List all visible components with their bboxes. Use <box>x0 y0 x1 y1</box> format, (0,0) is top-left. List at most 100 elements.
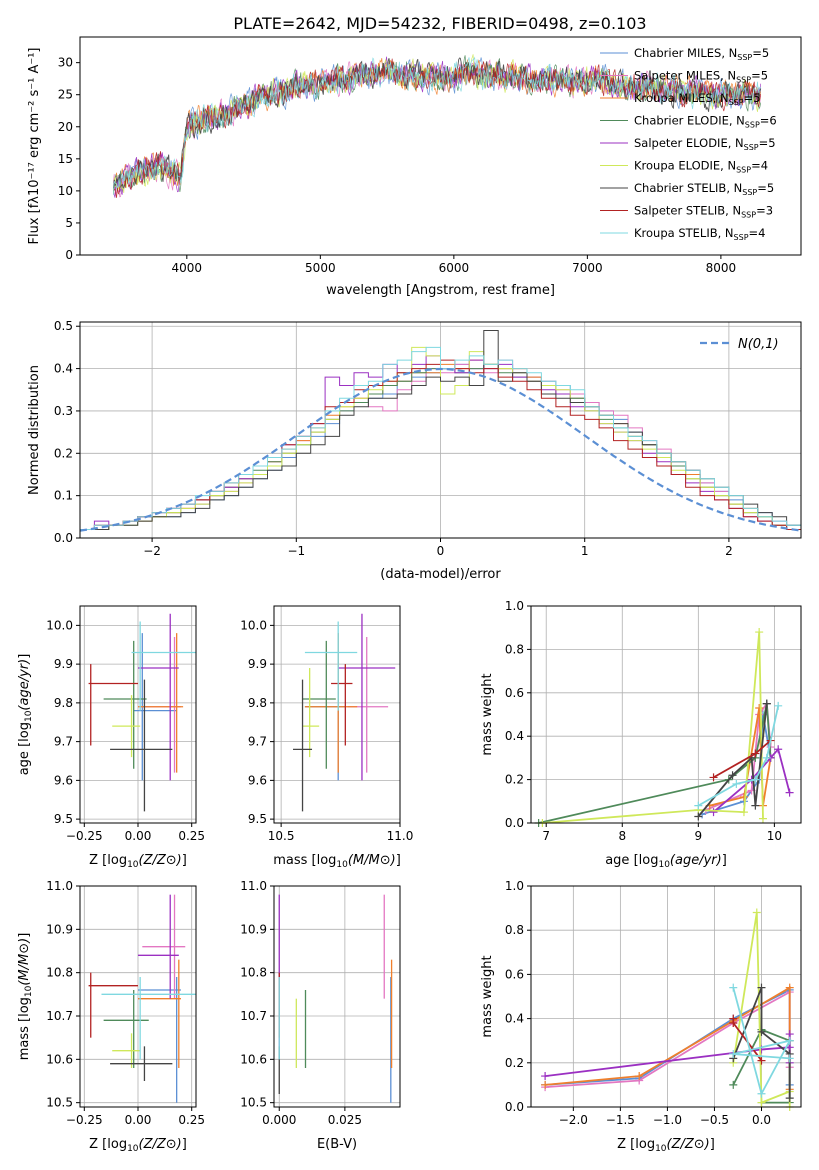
weight-point <box>774 701 783 710</box>
x-tick-label: 2 <box>725 544 733 558</box>
mass-vs-Z-chart: −0.25 0.00 0.25 10.5 10.6 10.7 10.8 10.9 11.0 Z [… <box>17 879 205 1154</box>
y-tick-label: 0.8 <box>505 642 524 656</box>
weight-point <box>762 699 771 708</box>
y-tick-label: 9.7 <box>248 735 267 749</box>
weight-point <box>757 1089 766 1098</box>
y-tick-label: 9.5 <box>54 812 73 826</box>
age-vs-mass-chart: 10.5 11.0 9.5 9.6 9.7 9.8 9.9 10.0 mass [log10(M… <box>240 605 413 870</box>
legend-entry: Salpeter MILES, NSSP=5 <box>634 69 768 85</box>
histogram-kroupa-elodie <box>80 346 801 530</box>
x-tick-label: 10 <box>767 829 782 843</box>
y-tick-label: 0.4 <box>505 1012 524 1026</box>
weight-point <box>758 814 767 823</box>
y-tick-label: 0.4 <box>505 729 524 743</box>
weight-vs-age-y-label: mass weight <box>480 673 495 755</box>
plot-area: 4000 5000 6000 7000 8000051015202530waveleng… <box>17 36 802 1154</box>
y-tick-label: 10.7 <box>240 1009 267 1023</box>
y-tick-label: 0.3 <box>54 404 73 418</box>
weight-point <box>729 1049 738 1058</box>
gaussian-curve <box>79 367 802 532</box>
y-tick-label: 9.9 <box>248 657 267 671</box>
y-tick-label: 9.7 <box>54 735 73 749</box>
x-tick-label: 7000 <box>572 261 603 275</box>
spectrum-chart: 4000 5000 6000 7000 8000 0 5 10 15 20 25 30 waveleng… <box>27 36 802 298</box>
y-tick-label: 10.5 <box>240 1096 267 1110</box>
weight-point <box>729 1019 738 1028</box>
weight-point <box>635 1072 644 1081</box>
weight-point <box>785 983 794 992</box>
y-tick-label: 11.0 <box>46 879 73 893</box>
x-tick-label: 9 <box>695 829 703 843</box>
weight-vs-Z-x-label: Z [log10(Z/Z⊙)] <box>617 1137 715 1154</box>
residuals-y-label: Normed distribution <box>27 365 42 495</box>
x-tick-label: −1.0 <box>653 1113 682 1127</box>
y-tick-label: 0.5 <box>54 319 73 333</box>
x-tick-label: 6000 <box>439 261 470 275</box>
x-tick-label: 0.0 <box>752 1113 771 1127</box>
y-tick-label: 10.7 <box>46 1009 73 1023</box>
error-bars <box>278 894 393 1103</box>
y-tick-label: 9.8 <box>54 696 73 710</box>
spectrum-line-kroupa-stelib <box>113 56 762 195</box>
x-tick-label: 0.00 <box>125 1113 152 1127</box>
y-tick-label: 10.5 <box>46 1096 73 1110</box>
mass_vs_EBV-grid <box>274 885 400 1107</box>
x-tick-label: −2.0 <box>559 1113 588 1127</box>
legend-entry: Kroupa ELODIE, NSSP=4 <box>634 159 768 175</box>
x-tick-label: 5000 <box>305 261 336 275</box>
y-tick-label: 10.8 <box>240 966 267 980</box>
y-tick-label: 15 <box>58 152 73 166</box>
weight-series <box>534 628 794 827</box>
mass_vs_Z-grid <box>80 885 196 1107</box>
spectrum-line-salpeter-stelib <box>113 58 762 198</box>
x-tick-label: −0.25 <box>66 829 103 843</box>
age_vs_mass-grid <box>274 606 401 823</box>
weight-point <box>541 1072 550 1081</box>
y-tick-label: 1.0 <box>505 599 524 613</box>
age_vs_mass-frame <box>273 605 401 824</box>
weight-point <box>757 1027 766 1036</box>
x-tick-label: −1.5 <box>606 1113 635 1127</box>
age-vs-Z-chart: −0.25 0.00 0.25 9.5 9.6 9.7 9.8 9.9 10.0 Z [log10… <box>17 605 205 870</box>
mass-vs-EBV-x-label: E(B-V) <box>317 1137 357 1152</box>
y-tick-label: 10.9 <box>240 922 267 936</box>
y-tick-label: 10.6 <box>46 1052 73 1066</box>
y-tick-label: 30 <box>58 56 73 70</box>
weight-point <box>757 1056 766 1065</box>
weight-line-chabrier-elodie <box>538 703 772 824</box>
weight-point <box>755 703 764 712</box>
weight-vs-age-chart: 7 8 9 10 0.0 0.2 0.4 0.6 0.8 1.0 age [log10(age/yr… <box>480 599 802 870</box>
weight-point <box>751 749 760 758</box>
x-tick-label: −0.5 <box>700 1113 729 1127</box>
y-tick-label: 9.9 <box>54 657 73 671</box>
weight_vs_Z-frame <box>530 885 802 1108</box>
gaussian-legend-label: N(0,1) <box>738 337 779 352</box>
x-tick-label: 8 <box>618 829 626 843</box>
legend-entry: Chabrier ELODIE, NSSP=6 <box>634 114 777 130</box>
y-tick-label: 0.1 <box>54 489 73 503</box>
weight-point <box>751 775 760 784</box>
weight-point <box>729 983 738 992</box>
residuals-x-label: (data-model)/error <box>380 567 501 582</box>
spectrum-x-label: wavelength [Angstrom, rest frame] <box>326 283 555 298</box>
y-tick-label: 0.6 <box>505 967 524 981</box>
legend-entry: Chabrier MILES, NSSP=5 <box>634 46 769 62</box>
spectrum-frame <box>79 36 802 256</box>
age-vs-mass-x-label: mass [log10(M/M⊙)] <box>273 853 401 870</box>
age_vs_Z-grid <box>80 606 196 823</box>
spectrum-lines <box>112 54 762 198</box>
x-tick-label: −2 <box>143 544 161 558</box>
y-tick-label: 0.0 <box>54 531 73 545</box>
y-tick-label: 0.2 <box>54 446 73 460</box>
weight-point <box>755 628 764 637</box>
y-tick-label: 1.0 <box>505 879 524 893</box>
residual-histograms <box>80 330 801 530</box>
x-tick-label: −0.25 <box>66 1113 103 1127</box>
spectrum-legend: Chabrier MILES, NSSP=5 Salpeter MILES, NS… <box>600 46 777 242</box>
weight-point <box>728 771 737 780</box>
y-tick-label: 10.0 <box>46 618 73 632</box>
y-tick-label: 9.5 <box>248 812 267 826</box>
error-bars <box>293 613 396 812</box>
weight-point <box>752 908 761 917</box>
